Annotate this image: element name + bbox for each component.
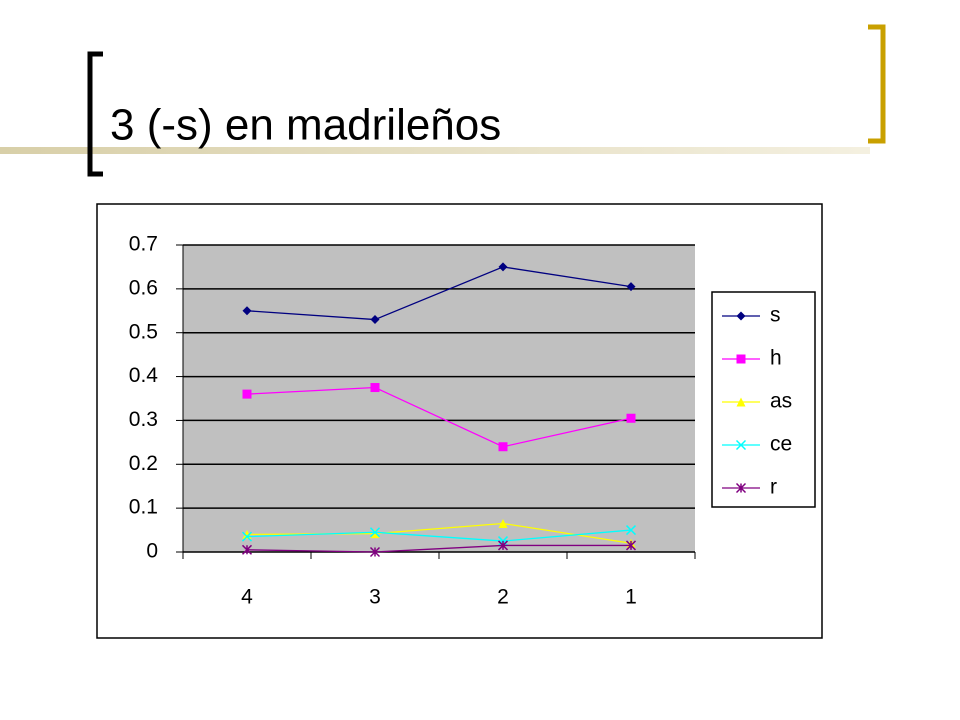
legend-marker	[736, 397, 746, 407]
left-bracket	[87, 51, 103, 177]
data-point	[369, 546, 381, 558]
x-tick-label: 1	[625, 586, 637, 609]
y-tick-label: 0.7	[129, 233, 158, 256]
title-rule	[0, 147, 870, 154]
legend-label: s	[770, 304, 781, 327]
right-bracket	[868, 24, 886, 144]
legend-marker	[735, 482, 747, 494]
legend-marker	[736, 354, 746, 364]
data-point	[626, 413, 636, 423]
data-point	[242, 306, 252, 316]
series-line	[246, 529, 632, 542]
legend-marker	[735, 439, 747, 451]
y-tick-label: 0.5	[129, 320, 158, 343]
y-tick-label: 0	[146, 540, 158, 563]
slide-title: 3 (-s) en madrileños	[110, 101, 501, 150]
data-point	[497, 540, 509, 551]
data-point	[625, 525, 637, 536]
data-point	[370, 383, 380, 393]
data-point	[370, 315, 380, 325]
legend	[711, 291, 816, 508]
y-tick-label: 0.1	[129, 496, 158, 519]
legend-label: as	[770, 390, 792, 413]
x-tick-label: 4	[241, 586, 253, 609]
legend-label: r	[770, 476, 777, 499]
legend-marker	[736, 311, 746, 321]
data-point	[498, 518, 508, 528]
data-point	[241, 531, 253, 542]
y-tick-label: 0.2	[129, 452, 158, 475]
y-tick-label: 0.4	[129, 364, 159, 387]
series-line	[246, 386, 632, 448]
data-point	[241, 544, 253, 555]
data-point	[625, 540, 637, 551]
legend-label: h	[770, 347, 782, 370]
legend-label: ce	[770, 433, 792, 456]
series-line	[246, 266, 632, 321]
data-point	[369, 527, 381, 538]
y-tick-label: 0.6	[129, 276, 158, 299]
data-point	[370, 529, 380, 539]
plot-area	[183, 245, 695, 552]
x-tick-label: 3	[369, 586, 381, 609]
series-line	[246, 544, 631, 553]
data-point	[242, 389, 252, 399]
x-tick-label: 2	[497, 586, 509, 609]
data-point	[498, 442, 508, 452]
data-point	[626, 282, 636, 292]
data-point	[498, 262, 508, 272]
y-tick-label: 0.3	[129, 408, 158, 431]
